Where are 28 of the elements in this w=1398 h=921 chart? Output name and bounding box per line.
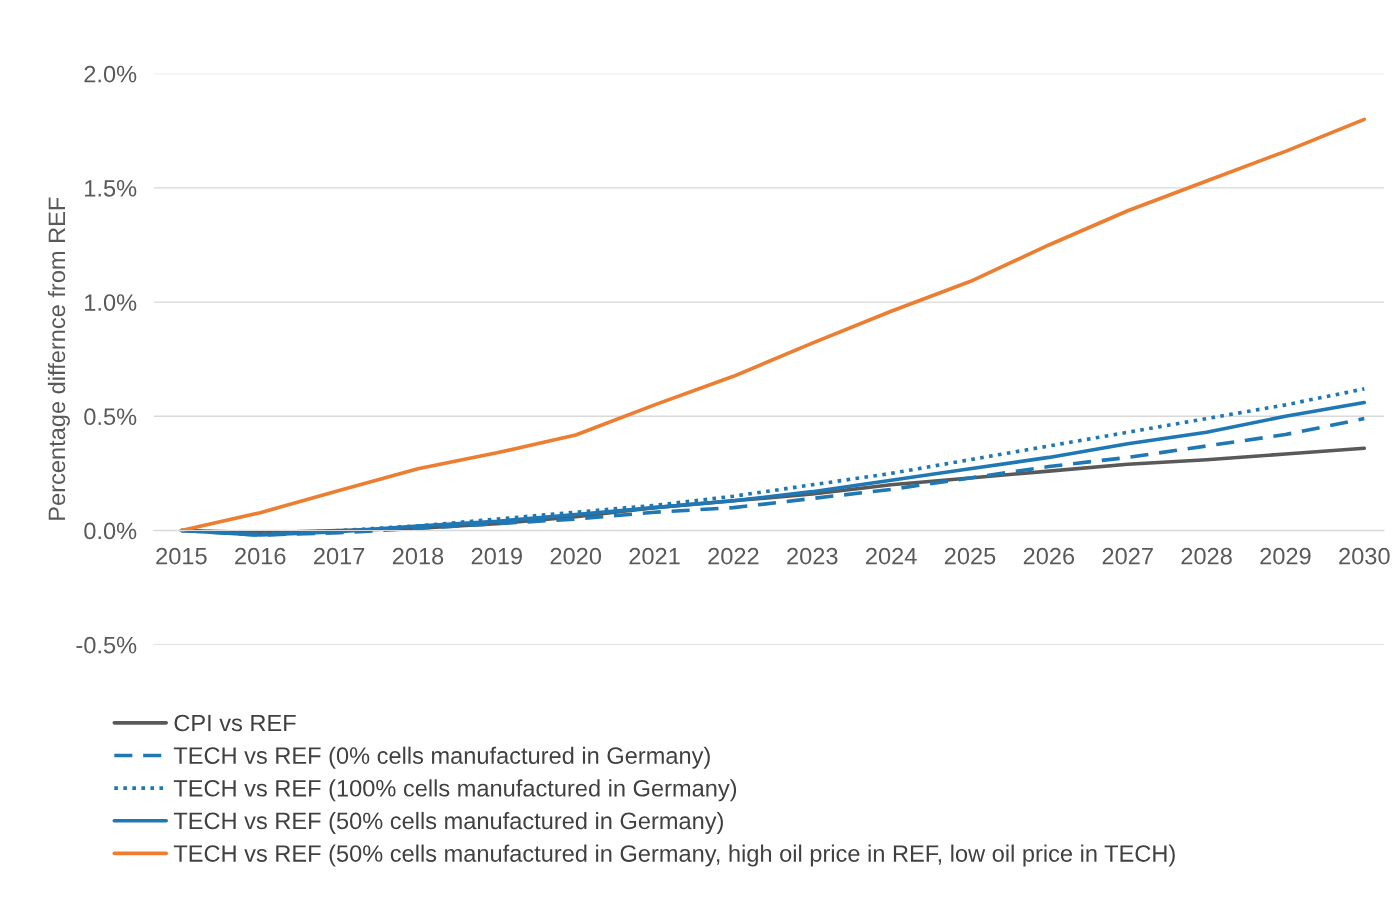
x-tick-label: 2019 <box>471 547 522 565</box>
x-tick-label: 2026 <box>1023 547 1075 565</box>
x-tick-label: 2027 <box>1102 547 1153 565</box>
x-tick-label: 2029 <box>1260 547 1311 565</box>
x-tick-label: 2021 <box>629 547 680 565</box>
x-tick-label: 2024 <box>866 547 917 565</box>
legend-label: TECH vs REF (100% cells manufactured in Germany) <box>173 779 737 802</box>
y-tick-label: -0.5% <box>76 636 137 654</box>
x-tick-label: 2023 <box>787 547 838 565</box>
x-tick-label: 2022 <box>708 547 759 565</box>
x-tick-label: 2015 <box>156 547 207 565</box>
y-tick-label: 0.5% <box>84 408 137 426</box>
x-tick-label: 2017 <box>314 547 365 565</box>
legend-label: TECH vs REF (0% cells manufactured in Germany) <box>173 746 710 769</box>
x-tick-label: 2018 <box>392 547 444 565</box>
y-tick-label: 1.5% <box>85 180 137 197</box>
x-tick-label: 2020 <box>550 547 602 565</box>
x-tick-label: 2028 <box>1181 547 1232 565</box>
legend-label: CPI vs REF <box>174 714 296 732</box>
legend-label: TECH vs REF (50% cells manufactured in Germany) <box>173 811 723 834</box>
legend-label: TECH vs REF (50% cells manufactured in Germany, high oil price in REF, low oil price in TECH) <box>173 844 1175 867</box>
y-tick-label: 0.0% <box>84 522 137 540</box>
x-tick-label: 2016 <box>235 547 286 565</box>
y-axis-title: Percentage differnce from REF <box>47 197 70 520</box>
x-tick-label: 2025 <box>944 547 996 565</box>
y-tick-label: 2.0% <box>84 65 137 83</box>
x-tick-label: 2030 <box>1339 547 1390 565</box>
y-tick-label: 1.0% <box>85 294 137 311</box>
